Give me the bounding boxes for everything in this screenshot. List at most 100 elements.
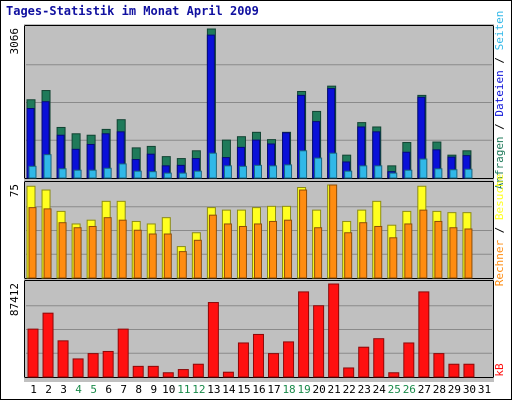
bar-kb-day-12	[192, 363, 204, 378]
x-tick-label-7: 7	[120, 383, 127, 396]
bar-rechner-day-24	[374, 225, 383, 279]
x-tick-label-20: 20	[313, 383, 326, 396]
bar-kb-day-28	[433, 353, 445, 378]
x-tick-label-10: 10	[162, 383, 175, 396]
x-tick-label-21: 21	[328, 383, 341, 396]
bar-rechner-day-14	[223, 223, 232, 279]
bar-rechner-day-11	[178, 251, 187, 279]
bar-rechner-day-7	[118, 219, 127, 279]
x-tick-label-1: 1	[30, 383, 37, 396]
x-tick-label-22: 22	[343, 383, 356, 396]
bar-kb-day-22	[343, 367, 355, 378]
bar-seiten-day-1	[28, 165, 37, 179]
legend-separator: /	[493, 117, 506, 137]
bar-rechner-day-13	[208, 214, 217, 279]
x-tick-label-24: 24	[373, 383, 387, 396]
bar-seiten-day-30	[464, 168, 473, 179]
bar-seiten-day-25	[389, 172, 398, 179]
bar-rechner-day-28	[434, 220, 443, 279]
bar-seiten-day-21	[329, 152, 338, 179]
x-tick-label-5: 5	[90, 383, 97, 396]
bar-seiten-day-23	[359, 165, 368, 179]
bar-rechner-day-6	[103, 217, 112, 279]
legend-panel-top: Anfragen / Dateien / Seiten	[493, 11, 506, 190]
bar-rechner-day-3	[58, 222, 67, 279]
bar-seiten-day-19	[299, 150, 308, 179]
bar-rechner-day-18	[284, 219, 293, 279]
bar-seiten-day-5	[88, 169, 97, 179]
x-tick-label-13: 13	[207, 383, 220, 396]
bar-kb-day-6	[102, 350, 114, 378]
bar-rechner-day-15	[238, 225, 247, 279]
bar-kb-day-9	[147, 365, 159, 378]
bar-rechner-day-30	[464, 228, 473, 279]
x-tick-label-8: 8	[135, 383, 142, 396]
bar-kb-day-4	[72, 358, 84, 378]
bar-kb-day-26	[403, 342, 415, 378]
bar-seiten-day-29	[449, 169, 458, 179]
bar-kb-day-5	[87, 353, 99, 378]
bar-kb-day-3	[57, 340, 69, 378]
bar-rechner-day-9	[148, 233, 157, 279]
bar-seiten-day-9	[148, 171, 157, 179]
bar-kb-day-1	[27, 328, 39, 378]
ymax-label: 87412	[8, 283, 21, 316]
bar-rechner-day-27	[419, 209, 428, 279]
bar-rechner-day-5	[88, 225, 97, 279]
x-tick-label-25: 25	[388, 383, 401, 396]
bar-kb-day-21	[328, 283, 340, 378]
x-tick-label-19: 19	[297, 383, 310, 396]
bar-rechner-day-1	[28, 207, 37, 279]
bar-seiten-day-2	[43, 154, 52, 179]
bar-seiten-day-10	[163, 172, 172, 179]
x-tick-label-2: 2	[45, 383, 52, 396]
legend-entry-besuche: Besuche	[493, 174, 506, 220]
bar-rechner-day-4	[73, 227, 82, 279]
bar-rechner-day-29	[449, 227, 458, 279]
bar-seiten-day-14	[223, 165, 232, 179]
x-tick-label-11: 11	[177, 383, 190, 396]
x-tick-label-17: 17	[267, 383, 280, 396]
bar-rechner-day-22	[344, 232, 353, 279]
bar-kb-day-14	[222, 371, 234, 378]
legend-entry-kb: kB	[493, 363, 506, 377]
bar-seiten-day-18	[284, 164, 293, 179]
bar-seiten-day-7	[118, 163, 127, 179]
bar-kb-day-11	[177, 369, 189, 378]
panel-top-requests: 3066	[8, 25, 494, 179]
bar-kb-day-2	[42, 312, 54, 378]
bar-kb-day-7	[117, 328, 129, 378]
legend-entry-dateien: Dateien	[493, 70, 506, 116]
bar-rechner-day-20	[314, 227, 323, 279]
bar-rechner-day-21	[329, 184, 338, 279]
bar-seiten-day-27	[419, 158, 428, 179]
bar-seiten-day-6	[103, 167, 112, 179]
bar-seiten-day-22	[344, 170, 353, 179]
bar-kb-day-20	[313, 305, 325, 378]
panel-middle-visits: 75	[8, 181, 494, 279]
panel-bottom-kb: 87412	[8, 280, 494, 378]
x-tick-label-4: 4	[75, 383, 82, 396]
bar-kb-day-18	[283, 341, 295, 378]
x-tick-label-6: 6	[105, 383, 112, 396]
bar-rechner-day-19	[299, 189, 308, 279]
bar-rechner-day-8	[133, 229, 142, 279]
x-tick-label-12: 12	[192, 383, 205, 396]
bar-seiten-day-26	[404, 169, 413, 179]
bar-kb-day-17	[268, 353, 280, 378]
x-tick-label-18: 18	[282, 383, 295, 396]
x-tick-label-3: 3	[60, 383, 67, 396]
bar-seiten-day-3	[58, 168, 67, 179]
bar-kb-day-16	[252, 333, 264, 378]
x-tick-label-26: 26	[403, 383, 416, 396]
bar-seiten-day-24	[374, 165, 383, 179]
x-tick-label-31: 31	[478, 383, 491, 396]
x-tick-label-16: 16	[252, 383, 265, 396]
bar-rechner-day-23	[359, 222, 368, 279]
x-axis: 1 2 3 4 5 6 7 8 9 10 11 12 13 14 15 16 17 18 19 20 21 22 23 24 2…	[30, 383, 491, 396]
legend-entry-rechner: Rechner	[493, 240, 506, 287]
bar-seiten-day-13	[208, 152, 217, 179]
bar-seiten-day-11	[178, 172, 187, 179]
legend-separator: /	[493, 220, 506, 240]
bar-rechner-day-16	[253, 223, 262, 279]
